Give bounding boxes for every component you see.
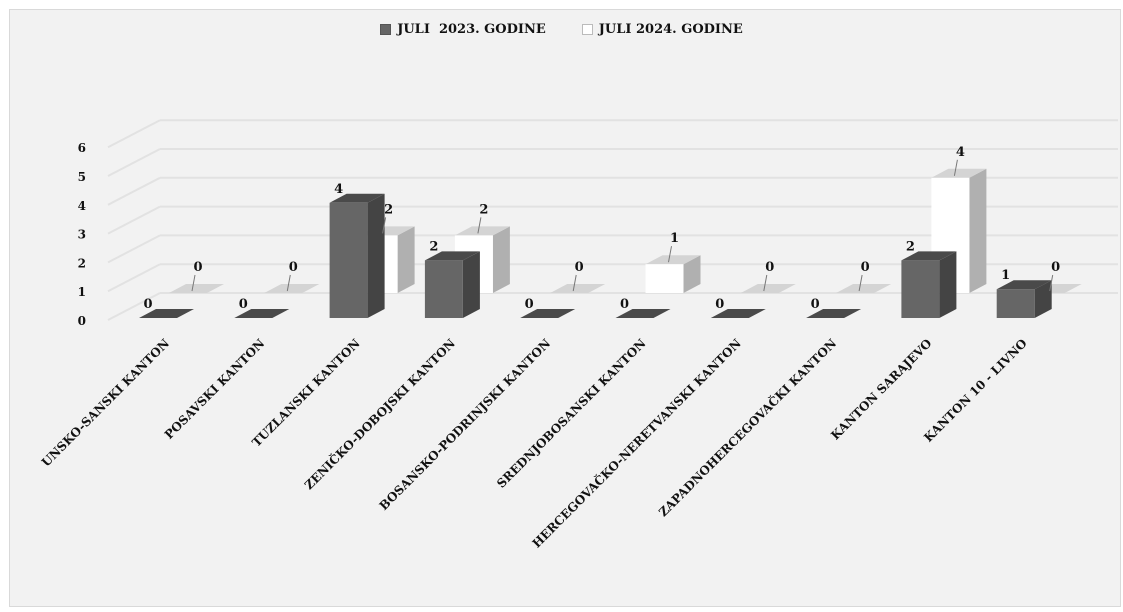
bar-top-s1-2	[329, 193, 385, 203]
data-label-s2-6: 0	[765, 260, 774, 275]
category-label-0: UNSKO-SANSKI KANTON	[39, 336, 172, 469]
data-label-s1-2: 4	[334, 182, 343, 197]
data-label-leader-s2-6	[763, 274, 768, 292]
data-label-s2-7: 0	[861, 260, 870, 275]
gridline-side-0	[107, 292, 161, 321]
bar-side-s2-2	[397, 226, 415, 293]
data-label-s1-8: 2	[906, 239, 915, 254]
bar-side-s1-3	[462, 251, 480, 318]
y-tick-label-2: 2	[78, 256, 86, 270]
legend-label-2023: JULI 2023. GODINE	[397, 22, 546, 37]
data-label-leader-s2-8	[953, 159, 958, 176]
category-label-2: TUZLANSKI KANTON	[249, 336, 362, 449]
data-label-s2-1: 0	[289, 260, 298, 275]
data-label-s1-7: 0	[811, 297, 820, 312]
category-label-4: BOSANSKO-PODRINJSKI KANTON	[377, 336, 554, 513]
data-label-s1-3: 2	[429, 239, 438, 254]
data-label-leader-s2-9	[1049, 274, 1054, 292]
bar-top-s2-5	[645, 255, 701, 265]
bar-s2-6	[740, 284, 796, 293]
gridline-side-2	[107, 234, 161, 264]
data-label-s2-8: 4	[956, 145, 965, 160]
data-label-s2-5: 1	[670, 231, 679, 246]
legend: JULI 2023. GODINE JULI 2024. GODINE	[0, 22, 1123, 37]
bar-s1-0	[139, 309, 194, 318]
category-label-3: ZENIČKO-DOBOJSKI KANTON	[300, 335, 458, 493]
data-label-leader-s2-3	[477, 217, 482, 234]
data-label-leader-s2-7	[858, 274, 863, 292]
data-label-s2-0: 0	[193, 260, 202, 275]
y-tick-label-0: 0	[78, 314, 86, 328]
bar-side-s1-2	[367, 193, 385, 318]
bar-top-s2-3	[454, 226, 510, 236]
legend-item-2024: JULI 2024. GODINE	[581, 22, 743, 37]
bar-s2-0	[169, 284, 224, 293]
data-label-s1-1: 0	[239, 297, 248, 312]
gridline-side-4	[107, 176, 161, 206]
bar-s1-5	[615, 309, 671, 318]
bar-s1-3	[424, 260, 463, 318]
data-label-s2-4: 0	[575, 260, 584, 275]
bar-top-s2-8	[931, 168, 987, 178]
bar-s1-6	[710, 309, 766, 318]
data-label-leader-s2-0	[191, 274, 196, 292]
gridline-side-1	[107, 263, 161, 293]
bar-side-s1-8	[939, 251, 957, 318]
data-label-s1-9: 1	[1001, 268, 1010, 283]
data-label-leader-s2-2	[382, 217, 387, 234]
bar-top-s1-3	[424, 251, 480, 261]
category-label-6: HERCEGOVAČKO-NERETVANSKI KANTON	[528, 335, 744, 551]
category-label-9: KANTON 10 - LIVNO	[921, 336, 1030, 445]
gridline-side-6	[107, 119, 161, 149]
y-tick-label-6: 6	[78, 141, 86, 155]
category-label-8: KANTON SARAJEVO	[828, 336, 934, 442]
bar-s1-7	[806, 309, 862, 318]
bar-side-s2-8	[969, 168, 987, 293]
bar-s1-2	[329, 202, 368, 318]
bar-s1-4	[520, 309, 576, 318]
bar-s1-8	[901, 260, 940, 318]
data-label-s1-5: 0	[620, 297, 629, 312]
gridline-side-5	[107, 148, 161, 177]
data-label-leader-s2-1	[286, 274, 291, 292]
data-label-s2-3: 2	[479, 202, 488, 217]
data-label-s1-0: 0	[143, 297, 152, 312]
y-tick-label-1: 1	[78, 285, 86, 299]
legend-label-2024: JULI 2024. GODINE	[598, 22, 743, 37]
bar-side-s2-3	[492, 226, 510, 293]
bar-s1-1	[234, 309, 290, 318]
gridline-side-3	[107, 205, 161, 235]
category-label-7: ZAPADNOHERCEGOVAČKI KANTON	[655, 335, 840, 520]
data-label-s2-9: 0	[1051, 260, 1060, 275]
bar-s2-5	[645, 264, 684, 293]
data-label-s1-4: 0	[525, 297, 534, 312]
bar-s2-1	[264, 284, 320, 293]
legend-swatch-2023	[380, 24, 392, 35]
data-label-leader-s2-4	[572, 274, 577, 292]
category-label-1: POSAVSKI KANTON	[162, 336, 268, 442]
data-label-leader-s2-5	[668, 246, 672, 263]
bar-side-s2-5	[683, 255, 701, 293]
bar-s1-9	[996, 289, 1035, 318]
bar-side-s1-9	[1034, 280, 1052, 318]
category-label-5: SREDNJOBOSANSKI KANTON	[494, 336, 649, 491]
bar-s2-7	[836, 284, 892, 293]
data-label-s2-2: 2	[384, 202, 393, 217]
legend-swatch-2024	[581, 24, 593, 35]
bar-top-s1-8	[901, 251, 957, 261]
y-tick-label-3: 3	[78, 228, 86, 242]
bar-s2-4	[550, 284, 606, 293]
data-label-s1-6: 0	[715, 297, 724, 312]
y-tick-label-4: 4	[78, 199, 86, 213]
legend-item-2023: JULI 2023. GODINE	[380, 22, 546, 37]
bar-top-s1-9	[996, 280, 1052, 290]
y-tick-label-5: 5	[78, 170, 86, 184]
